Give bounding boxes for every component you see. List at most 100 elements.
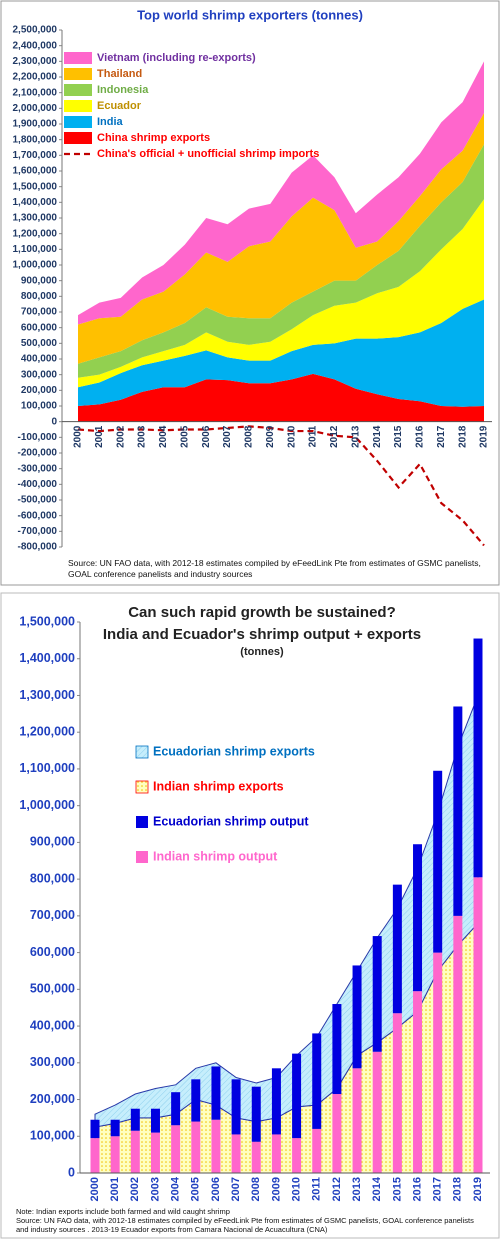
- x-tick-label: 2013: [351, 1177, 363, 1201]
- bar: [231, 1134, 241, 1173]
- y-tick-label: 600,000: [21, 322, 58, 333]
- area: [78, 199, 484, 388]
- y-tick-label: 900,000: [30, 835, 75, 849]
- chart-subtitle: India and Ecuador's shrimp output + expo…: [103, 626, 421, 643]
- bar: [251, 1086, 261, 1142]
- area: [78, 61, 484, 325]
- y-tick-label: 800,000: [30, 871, 75, 885]
- x-tick-label: 2016: [415, 425, 426, 448]
- x-tick-label: 2012: [329, 425, 340, 448]
- bar: [413, 991, 423, 1173]
- y-tick-label: 0: [68, 1165, 75, 1179]
- bar: [332, 1094, 342, 1173]
- x-tick-label: 2001: [109, 1177, 121, 1201]
- y-tick-label: 1,100,000: [19, 761, 75, 775]
- y-tick-label: -500,000: [18, 495, 58, 506]
- y-tick-label: 1,400,000: [13, 197, 58, 208]
- x-tick-label: 2015: [393, 425, 404, 448]
- bar: [392, 1013, 402, 1173]
- y-tick-label: 1,000,000: [13, 260, 58, 271]
- bar: [473, 877, 483, 1173]
- x-tick-label: 2000: [73, 425, 84, 448]
- legend-label: Indian shrimp output: [153, 849, 278, 863]
- bar: [312, 1033, 322, 1129]
- y-tick-label: -300,000: [18, 463, 58, 474]
- source-note: Source: UN FAO data, with 2012-18 estima…: [16, 1216, 474, 1234]
- y-tick-label: 2,000,000: [13, 103, 58, 114]
- x-tick-label: 2017: [432, 1177, 444, 1201]
- x-tick-label: 2010: [286, 425, 297, 448]
- legend-label: Indian shrimp exports: [153, 779, 284, 793]
- y-tick-label: 200,000: [21, 385, 58, 396]
- bar: [150, 1132, 160, 1173]
- x-tick-label: 2003: [137, 425, 148, 448]
- bar: [110, 1136, 120, 1173]
- bar: [292, 1053, 302, 1139]
- note: Note: Indian exports include both farmed…: [16, 1207, 230, 1216]
- legend-label: Vietnam (including re-exports): [97, 52, 256, 64]
- y-tick-label: 2,300,000: [13, 56, 58, 67]
- x-tick-label: 2015: [391, 1177, 403, 1201]
- legend-swatch: [64, 68, 92, 80]
- x-tick-label: 2006: [210, 1177, 222, 1201]
- y-tick-label: 1,700,000: [13, 150, 58, 161]
- x-tick-label: 2000: [89, 1177, 101, 1201]
- bar: [171, 1092, 181, 1126]
- y-tick-label: 100,000: [21, 401, 58, 412]
- y-tick-label: -100,000: [18, 432, 58, 443]
- line: [77, 425, 485, 547]
- y-tick-label: 1,300,000: [19, 688, 75, 702]
- bar: [150, 1108, 160, 1133]
- source-note: Source: UN FAO data, with 2012-18 estima…: [68, 558, 481, 579]
- bar: [392, 884, 402, 1014]
- legend-swatch: [136, 851, 148, 863]
- y-tick-label: 1,100,000: [13, 244, 58, 255]
- x-tick-label: 2011: [311, 1177, 323, 1201]
- bar: [271, 1134, 281, 1173]
- legend-label: China's official + unofficial shrimp imp…: [97, 148, 319, 160]
- y-tick-label: -600,000: [18, 510, 58, 521]
- legend-swatch: [135, 780, 149, 794]
- x-tick-label: 2016: [411, 1177, 423, 1201]
- bar: [433, 770, 443, 953]
- x-tick-label: 2009: [265, 425, 276, 448]
- bar: [312, 1128, 322, 1173]
- bar: [251, 1141, 261, 1173]
- y-tick-label: 200,000: [30, 1092, 75, 1106]
- units-label: (tonnes): [240, 646, 284, 658]
- bar: [211, 1119, 221, 1173]
- x-tick-label: 2005: [190, 1177, 202, 1201]
- legend-swatch: [135, 745, 149, 759]
- y-tick-label: 700,000: [21, 307, 58, 318]
- y-tick-label: 1,300,000: [13, 213, 58, 224]
- y-tick-label: 800,000: [21, 291, 58, 302]
- y-tick-label: -200,000: [18, 448, 58, 459]
- legend-swatch: [64, 84, 92, 96]
- x-tick-label: 2009: [270, 1177, 282, 1201]
- y-tick-label: 1,500,000: [19, 614, 75, 628]
- y-tick-label: 1,000,000: [19, 798, 75, 812]
- y-tick-label: 1,600,000: [13, 166, 58, 177]
- x-tick-label: 2002: [115, 425, 126, 448]
- bar: [191, 1121, 201, 1173]
- bar: [413, 844, 423, 992]
- y-tick-label: 1,200,000: [13, 228, 58, 239]
- y-tick-label: 900,000: [21, 275, 58, 286]
- bar: [372, 936, 382, 1052]
- y-tick-label: 2,200,000: [13, 72, 58, 83]
- y-tick-label: 1,400,000: [19, 651, 75, 665]
- bar: [453, 915, 463, 1173]
- bar: [191, 1079, 201, 1122]
- y-tick-label: 300,000: [21, 369, 58, 380]
- bar: [292, 1138, 302, 1173]
- y-tick-label: 1,200,000: [19, 724, 75, 738]
- y-tick-label: 0: [51, 416, 57, 427]
- legend-swatch: [64, 132, 92, 144]
- legend-label: Ecuador: [97, 100, 142, 112]
- area: [78, 299, 484, 407]
- x-tick-label: 2017: [436, 425, 447, 448]
- x-tick-label: 2012: [331, 1177, 343, 1201]
- y-tick-label: 1,900,000: [13, 119, 58, 130]
- y-tick-label: -800,000: [18, 542, 58, 553]
